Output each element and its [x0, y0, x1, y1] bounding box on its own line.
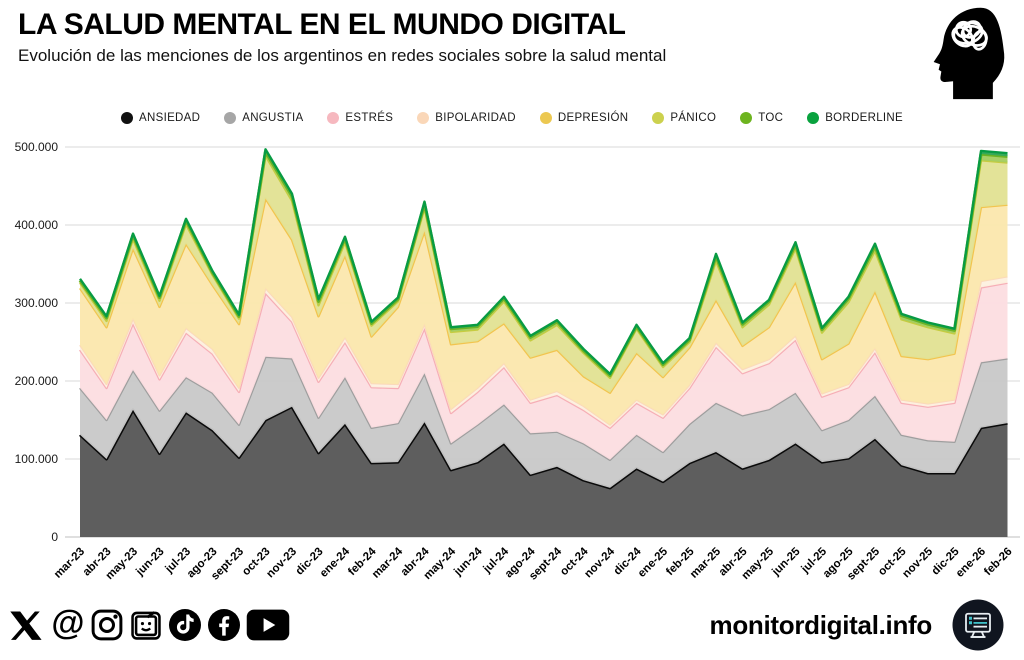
- legend-item-bipolaridad: BIPOLARIDAD: [417, 112, 516, 124]
- facebook-icon: [207, 608, 241, 642]
- area-angustia: [80, 356, 1008, 488]
- page-subtitle: Evolución de las menciones de los argent…: [18, 45, 667, 65]
- legend-label: BIPOLARIDAD: [435, 112, 516, 124]
- legend-chip: [417, 112, 430, 124]
- line-depresión: [79, 197, 1008, 394]
- x-tick-label: ene-24: [318, 545, 353, 580]
- x-tick-label: ene-25: [636, 545, 671, 580]
- legend-item-angustia: ANGUSTIA: [224, 112, 303, 124]
- legend-item-depresión: DEPRESIÓN: [539, 112, 629, 124]
- legend-label: TOC: [758, 112, 784, 124]
- legend-item-borderline: BORDERLINE: [807, 112, 903, 124]
- threads-icon: @: [51, 608, 84, 642]
- site-url: monitordigital.info: [709, 609, 933, 640]
- stacked-area-chart: 0 100.000 200.000 300.000 400.000 500.000 mar-…: [15, 140, 1020, 583]
- x-tick-label: mar-25: [688, 545, 724, 581]
- legend-item-toc: TOC: [740, 112, 783, 124]
- x-tick-label: jun-23: [133, 546, 166, 579]
- area-depresión: [80, 198, 1008, 425]
- x-tick-label: nov-23: [264, 546, 299, 581]
- legend-chip: [807, 112, 820, 124]
- legend-label: DEPRESIÓN: [557, 112, 629, 124]
- legend-label: BORDERLINE: [825, 112, 903, 124]
- y-tick-label: 500.000: [15, 140, 59, 154]
- header: LA SALUD MENTAL EN EL MUNDO DIGITAL Evol…: [18, 8, 908, 66]
- line-borderline: [79, 148, 1008, 376]
- area-estrés: [80, 282, 1008, 460]
- x-tick-label: jun-25: [769, 545, 803, 579]
- svg-text:@: @: [51, 608, 84, 642]
- legend-chip: [539, 112, 552, 124]
- x-tick-label: nov-25: [900, 545, 935, 580]
- legend-item-pánico: PÁNICO: [652, 112, 716, 124]
- x-icon: [10, 611, 42, 640]
- x-tick-label: mar-23: [52, 546, 87, 581]
- x-tick-label: jun-24: [451, 545, 485, 579]
- x-tick-label: ene-26: [954, 546, 988, 580]
- x-tick-label: feb-26: [982, 546, 1014, 578]
- legend-chip: [740, 112, 753, 124]
- legend-item-estrés: ESTRÉS: [327, 112, 393, 124]
- x-tick-label: mar-24: [370, 545, 406, 581]
- legend-chip: [121, 112, 134, 124]
- legend-label: PÁNICO: [670, 112, 717, 124]
- tiktok-icon: [168, 608, 202, 642]
- legend-chip: [327, 112, 340, 124]
- area-bipolaridad: [80, 276, 1008, 428]
- y-tick-label: 200.000: [15, 374, 59, 388]
- y-tick-label: 400.000: [15, 218, 59, 232]
- youtube-icon: [246, 609, 290, 641]
- monitor-dashboard-icon: [952, 599, 1004, 651]
- legend-chip: [224, 112, 237, 124]
- legend-label: ANGUSTIA: [242, 112, 304, 124]
- head-brain-scribble-icon: [933, 7, 1005, 100]
- legend-chip: [652, 112, 665, 124]
- footer: @ monitordigital.info: [0, 598, 1024, 652]
- chart-legend: ANSIEDAD ANGUSTIA ESTRÉS BIPOLARIDAD DEPRESI…: [0, 112, 1024, 124]
- y-tick-label: 0: [51, 530, 58, 544]
- tv-smiley-icon: [131, 611, 161, 640]
- line-ansiedad: [78, 405, 1008, 490]
- social-icons: @: [8, 608, 290, 642]
- y-tick-label: 300.000: [15, 296, 59, 310]
- y-tick-label: 100.000: [15, 452, 59, 466]
- area-pánico: [80, 155, 1008, 393]
- page-title: LA SALUD MENTAL EN EL MUNDO DIGITAL: [18, 8, 626, 41]
- x-tick-label: nov-24: [582, 545, 617, 580]
- instagram-icon: [91, 609, 123, 641]
- legend-item-ansiedad: ANSIEDAD: [121, 112, 200, 124]
- legend-label: ESTRÉS: [345, 112, 394, 124]
- legend-label: ANSIEDAD: [139, 112, 201, 124]
